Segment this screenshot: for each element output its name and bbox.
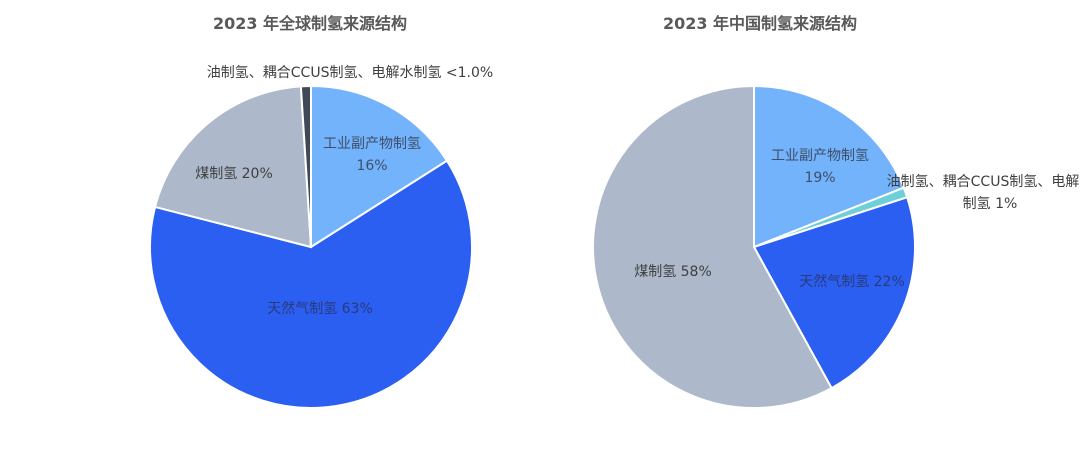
- pie-1-slice-0: [753, 84, 905, 249]
- pie-1-slice-3: [592, 84, 833, 409]
- pie-0-slice-2: [153, 85, 313, 249]
- pie-1-label-2: 天然气制氢 22%: [799, 273, 905, 290]
- pie-0-label-1: 天然气制氢 63%: [267, 300, 373, 317]
- chart-title-china: 2023 年中国制氢来源结构: [662, 14, 858, 33]
- chart-title-global: 2023 年全球制氢来源结构: [212, 14, 408, 33]
- pie-1-label-1: 油制氢、耦合CCUS制氢、电解水制氢 1%: [887, 174, 1080, 212]
- pie-0-slice-0: [310, 84, 449, 249]
- pie-0-slice-1: [149, 159, 473, 409]
- pie-1-slice-2: [752, 195, 916, 390]
- pie-1-label-3: 煤制氢 58%: [634, 264, 712, 280]
- pie-0-label-0: 工业副产物制氢 16%: [323, 136, 421, 174]
- pie-1-label-0: 工业副产物制氢 19%: [771, 148, 869, 186]
- pie-0-slice-3: [299, 84, 312, 248]
- pie-0-label-3: 油制氢、耦合CCUS制氢、电解水制氢 <1.0%: [207, 65, 493, 81]
- pie-0-label-2: 煤制氢 20%: [195, 166, 273, 182]
